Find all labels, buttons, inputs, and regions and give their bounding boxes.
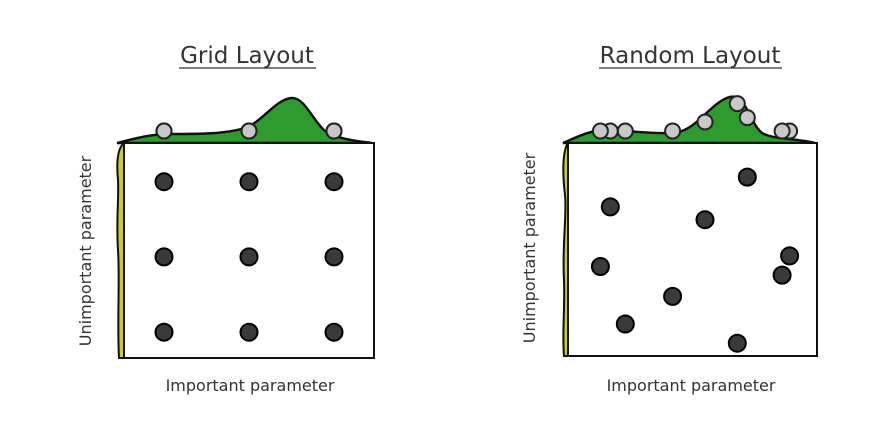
random-sample-point: [727, 333, 747, 353]
random-sample-point: [615, 314, 635, 334]
grid-panel-title: Grid Layout: [180, 43, 314, 69]
random-sample-point: [737, 167, 757, 187]
random-projection-point: [738, 109, 756, 127]
grid-sample-point: [154, 172, 174, 192]
random-sample-point: [663, 286, 683, 306]
grid-projection-point: [240, 122, 258, 140]
random-layout-panel: Random Layout Important parameter Unimpo…: [520, 43, 818, 395]
random-projection-point: [728, 95, 746, 113]
grid-sample-point: [324, 322, 344, 342]
grid-y-axis-label: Unimportant parameter: [76, 155, 95, 346]
random-projection-point: [696, 113, 714, 131]
grid-sample-point: [154, 247, 174, 267]
random-sample-point: [590, 257, 610, 276]
grid-projection-point: [155, 122, 173, 140]
grid-sample-point: [239, 247, 259, 267]
grid-sample-point: [324, 247, 344, 267]
grid-x-axis-label: Important parameter: [166, 376, 335, 395]
random-sample-point: [695, 210, 715, 230]
random-sample-point: [772, 265, 792, 285]
random-sample-point: [780, 246, 800, 266]
grid-layout-panel: Grid Layout Important parameter Unimport…: [76, 43, 375, 395]
grid-sample-points: [154, 172, 344, 342]
random-panel-title: Random Layout: [600, 43, 781, 69]
random-sample-point: [600, 197, 620, 217]
random-projection-point: [773, 122, 791, 140]
random-projections: [591, 95, 799, 140]
grid-sample-point: [324, 172, 344, 192]
grid-projection-point: [325, 122, 343, 140]
random-side-density: [562, 139, 569, 357]
random-sample-points: [590, 167, 800, 353]
random-projection-point: [664, 122, 682, 140]
grid-side-density: [116, 140, 125, 359]
grid-projections: [155, 122, 343, 140]
grid-sample-point: [239, 172, 259, 192]
random-plot-area: [567, 142, 818, 357]
random-y-axis-label: Unimportant parameter: [520, 152, 539, 343]
random-projection-point: [591, 122, 609, 140]
grid-sample-point: [239, 322, 259, 342]
random-projection-point: [616, 122, 634, 140]
grid-sample-point: [154, 322, 174, 342]
random-x-axis-label: Important parameter: [607, 376, 776, 395]
